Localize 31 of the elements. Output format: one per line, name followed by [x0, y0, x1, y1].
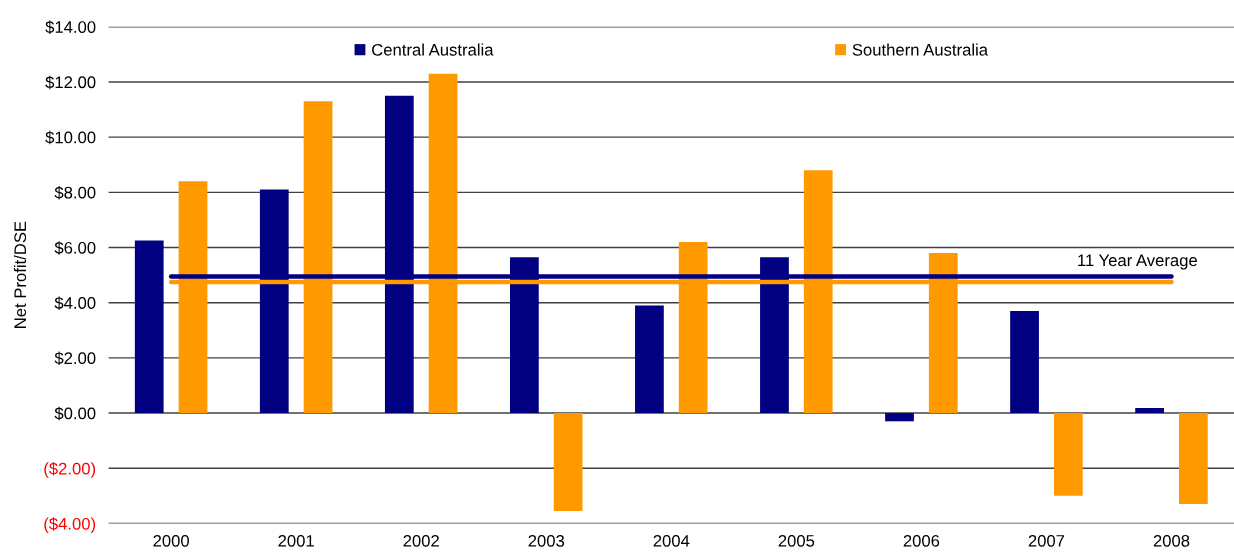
x-tick-label: 2008 — [1153, 534, 1190, 547]
bar — [635, 305, 664, 414]
x-tick-label: 2004 — [653, 534, 690, 547]
bar — [1010, 310, 1039, 414]
bar — [134, 240, 164, 414]
ref-line-label: 11 Year Average — [1078, 254, 1197, 270]
y-axis-title: Net Profit/DSE — [13, 221, 27, 328]
y-tick-label: ($2.00) — [44, 462, 96, 478]
x-tick-label: 2000 — [153, 534, 189, 547]
x-tick-label: 2003 — [528, 534, 565, 547]
y-tick-label: $2.00 — [54, 351, 96, 366]
x-tick-label: 2007 — [1028, 534, 1065, 547]
y-tick-label: $14.00 — [45, 20, 96, 34]
y-tick-label: ($4.00) — [44, 517, 96, 534]
bar — [1178, 413, 1208, 505]
x-tick-label: 2006 — [903, 534, 940, 547]
bar — [1135, 408, 1164, 414]
y-tick-label: $10.00 — [45, 130, 96, 145]
y-tick-label: $8.00 — [54, 186, 96, 200]
legend-label: Southern Australia — [852, 43, 989, 56]
bar — [553, 413, 583, 511]
x-tick-label: 2005 — [778, 534, 815, 547]
legend-label: Central Australia — [372, 43, 494, 56]
x-tick-label: 2002 — [403, 534, 439, 547]
y-tick-label: $6.00 — [54, 241, 96, 255]
y-tick-label: $12.00 — [45, 75, 96, 90]
y-tick-label: $0.00 — [54, 406, 96, 421]
bar — [885, 413, 914, 422]
y-tick-label: $4.00 — [54, 296, 96, 310]
x-tick-label: 2001 — [278, 534, 314, 547]
bar — [1053, 413, 1083, 496]
